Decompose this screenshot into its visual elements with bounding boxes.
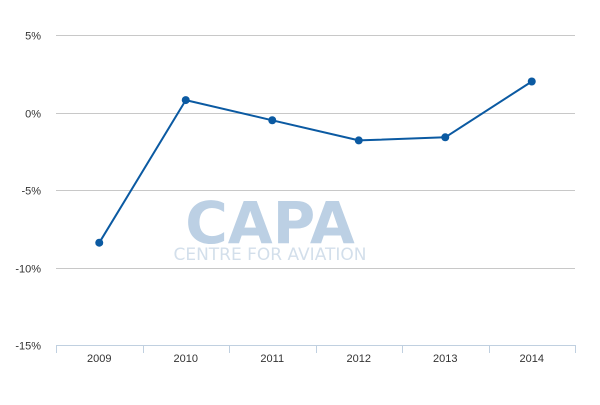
capa-watermark: CAPA CENTRE FOR AVIATION [173,189,366,265]
series-line [98,80,533,244]
y-tick-label: 0% [25,109,41,121]
data-point [354,136,363,145]
x-tick-label: 2010 [174,353,198,365]
data-point [527,77,536,86]
x-tick-label: 2009 [87,353,111,365]
x-tick-label: 2011 [260,353,284,365]
x-axis [56,345,576,353]
y-tick-label: -5% [21,186,41,198]
y-tick-label: -15% [15,341,41,353]
x-tick-label: 2014 [520,353,544,365]
data-point [268,116,277,125]
watermark-subtitle-text: CENTRE FOR AVIATION [173,245,366,265]
y-tick-labels: 5% 0% -5% -10% -15% [15,31,41,353]
x-tick-labels: 2009 2010 2011 2012 2013 2014 [87,353,544,365]
y-tick-label: -10% [15,264,41,276]
y-tick-label: 5% [25,31,41,43]
watermark-logo-text: CAPA [185,189,355,257]
data-point [441,133,450,142]
data-point [181,96,190,105]
x-tick-label: 2013 [433,353,457,365]
data-series [95,77,536,247]
x-tick-label: 2012 [347,353,371,365]
data-point [95,238,104,247]
